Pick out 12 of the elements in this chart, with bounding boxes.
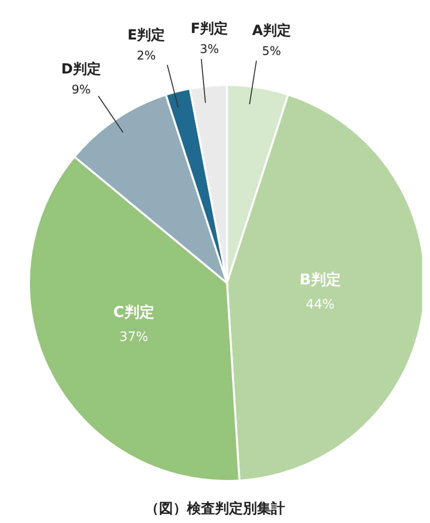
slice-label: D判定 bbox=[61, 60, 101, 78]
data-label: 3% bbox=[200, 42, 219, 56]
slice-label: F判定 bbox=[190, 20, 228, 38]
data-label: 2% bbox=[136, 48, 156, 63]
data-label: 44% bbox=[306, 297, 335, 312]
slice-label: A判定 bbox=[252, 22, 291, 39]
data-label: 9% bbox=[72, 82, 91, 96]
data-label: 37% bbox=[119, 330, 148, 345]
slice-label: C判定 bbox=[113, 302, 154, 321]
slice-label: B判定 bbox=[300, 270, 341, 288]
data-label: 5% bbox=[262, 44, 282, 58]
slice-label: E判定 bbox=[128, 26, 166, 44]
